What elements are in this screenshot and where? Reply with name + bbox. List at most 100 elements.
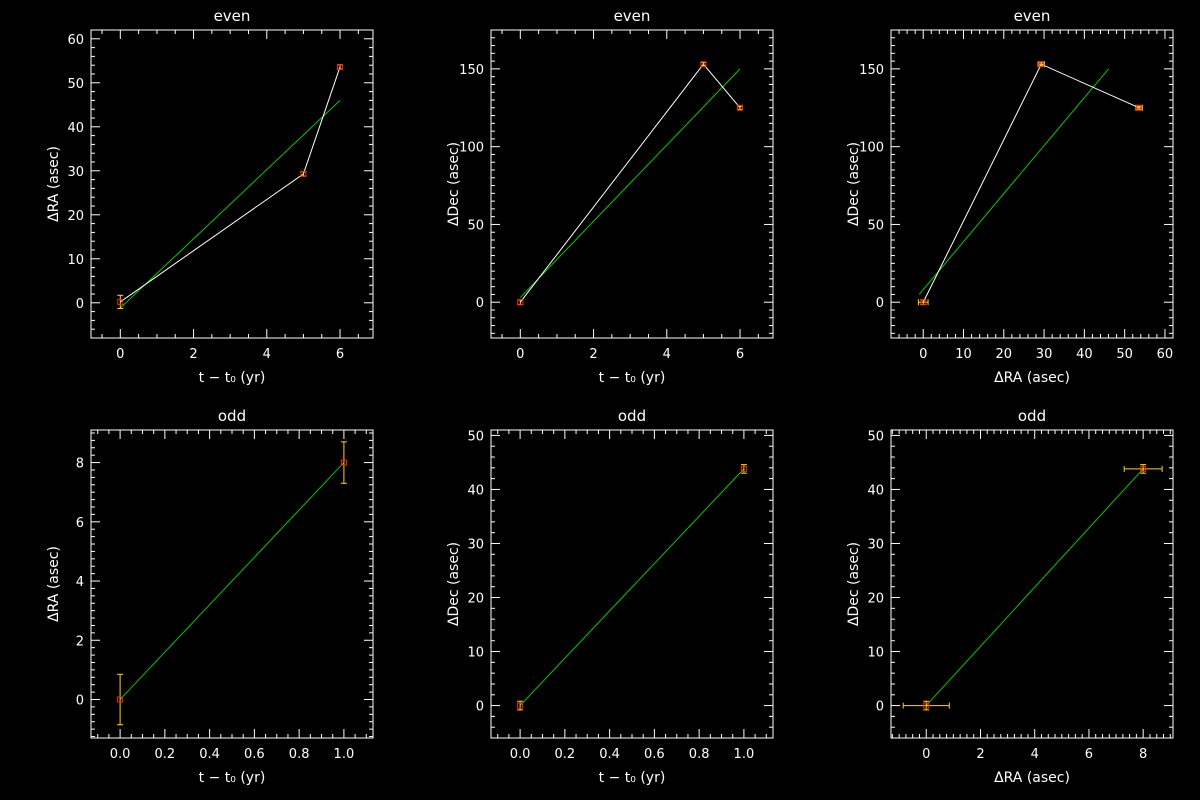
y-tick-label: 40 bbox=[467, 483, 484, 498]
chart-title: even bbox=[214, 7, 251, 25]
data-point bbox=[1136, 104, 1143, 111]
y-tick-label: 30 bbox=[67, 165, 84, 180]
x-tick-label: 6 bbox=[1085, 747, 1093, 762]
x-tick-label: 0.6 bbox=[644, 747, 665, 762]
data-line bbox=[922, 63, 1140, 303]
x-axis-label: t − t₀ (yr) bbox=[599, 370, 666, 386]
x-tick-label: 20 bbox=[996, 347, 1013, 362]
data-point bbox=[700, 61, 707, 68]
data-point bbox=[737, 104, 744, 111]
y-tick-label: 100 bbox=[859, 141, 884, 156]
fit-line bbox=[519, 68, 741, 298]
x-tick-label: 4 bbox=[663, 347, 671, 362]
chart-title: odd bbox=[218, 407, 246, 425]
y-tick-label: 100 bbox=[459, 141, 484, 156]
y-tick-label: 8 bbox=[76, 457, 84, 472]
x-tick-label: 50 bbox=[1116, 347, 1133, 362]
x-tick-label: 6 bbox=[336, 347, 344, 362]
x-tick-label: 0.8 bbox=[289, 747, 310, 762]
data-point bbox=[117, 696, 124, 703]
data-point bbox=[1140, 465, 1147, 472]
x-axis-label: ΔRA (asec) bbox=[994, 770, 1070, 786]
x-tick-label: 0.8 bbox=[689, 747, 710, 762]
data-point bbox=[340, 459, 347, 466]
y-axis-label: ΔDec (asec) bbox=[846, 142, 862, 226]
panel-2: 0 2 4 6 0 50 100 150 even t − t₀ (yr) ΔDec (asec) bbox=[446, 7, 774, 386]
x-tick-label: 40 bbox=[1076, 347, 1093, 362]
data-point bbox=[920, 299, 927, 306]
chart-title: even bbox=[614, 7, 651, 25]
plot-frame bbox=[890, 429, 1174, 739]
data-line bbox=[120, 66, 341, 303]
y-axis-label: ΔDec (asec) bbox=[446, 142, 462, 226]
x-axis-label: t − t₀ (yr) bbox=[199, 370, 266, 386]
y-tick-label: 6 bbox=[76, 516, 84, 531]
y-tick-label: 2 bbox=[76, 634, 84, 649]
y-tick-label: 50 bbox=[467, 218, 484, 233]
panel-3: 0 10 20 30 40 50 60 0 50 100 150 even ΔRA (asec) ΔDec… bbox=[846, 7, 1174, 386]
y-axis-label: ΔRA (asec) bbox=[46, 546, 62, 622]
y-tick-label: 40 bbox=[867, 483, 884, 498]
fit-line bbox=[519, 468, 745, 706]
plot-frame bbox=[90, 29, 374, 339]
x-tick-label: 1.0 bbox=[734, 747, 755, 762]
x-tick-label: 0.2 bbox=[155, 747, 176, 762]
x-tick-label: 0.4 bbox=[199, 747, 220, 762]
x-axis-label: ΔRA (asec) bbox=[994, 370, 1070, 386]
panel-6: 0 2 4 6 8 0 10 20 30 40 50 odd ΔRA (asec) ΔDec (asec) bbox=[846, 407, 1174, 786]
y-tick-label: 10 bbox=[467, 646, 484, 661]
data-point bbox=[300, 170, 307, 177]
data-point bbox=[117, 298, 124, 305]
y-tick-label: 4 bbox=[76, 575, 84, 590]
chart-title: even bbox=[1014, 7, 1051, 25]
y-tick-label: 50 bbox=[867, 429, 884, 444]
plot-frame bbox=[890, 29, 1174, 339]
x-tick-label: 0 bbox=[116, 347, 124, 362]
y-tick-label: 0 bbox=[876, 700, 884, 715]
x-tick-label: 0 bbox=[919, 347, 927, 362]
data-point bbox=[1038, 61, 1045, 68]
data-point bbox=[337, 63, 344, 70]
fit-line bbox=[918, 68, 1109, 295]
y-tick-label: 0 bbox=[476, 700, 484, 715]
y-tick-label: 20 bbox=[867, 592, 884, 607]
x-tick-label: 1.0 bbox=[334, 747, 355, 762]
x-axis-label: t − t₀ (yr) bbox=[599, 770, 666, 786]
data-point bbox=[740, 465, 747, 472]
x-tick-label: 8 bbox=[1139, 747, 1147, 762]
chart-title: odd bbox=[618, 407, 646, 425]
y-tick-label: 10 bbox=[67, 253, 84, 268]
y-axis-label: ΔDec (asec) bbox=[846, 542, 862, 626]
y-tick-label: 10 bbox=[867, 646, 884, 661]
y-tick-label: 0 bbox=[476, 296, 484, 311]
x-tick-label: 4 bbox=[1031, 747, 1039, 762]
x-axis-label: t − t₀ (yr) bbox=[199, 770, 266, 786]
panel-5: 0.0 0.2 0.4 0.6 0.8 1.0 0 10 20 30 40 50 odd t − t₀ (… bbox=[446, 407, 774, 786]
x-tick-label: 4 bbox=[263, 347, 271, 362]
y-tick-label: 40 bbox=[67, 121, 84, 136]
data-point bbox=[923, 702, 930, 709]
y-tick-label: 30 bbox=[867, 537, 884, 552]
chart-title: odd bbox=[1018, 407, 1046, 425]
fit-line bbox=[119, 100, 341, 309]
plot-frame bbox=[490, 29, 774, 339]
x-tick-label: 30 bbox=[1036, 347, 1053, 362]
panel-4: 0.0 0.2 0.4 0.6 0.8 1.0 0 2 4 6 8 odd t − t₀ (yr) ΔRA… bbox=[46, 407, 374, 786]
y-axis-label: ΔRA (asec) bbox=[46, 146, 62, 222]
y-axis-label: ΔDec (asec) bbox=[446, 542, 462, 626]
x-tick-label: 0.2 bbox=[555, 747, 576, 762]
y-tick-label: 20 bbox=[67, 209, 84, 224]
x-tick-label: 0.0 bbox=[510, 747, 531, 762]
data-point bbox=[517, 299, 524, 306]
fit-line bbox=[119, 462, 345, 700]
y-tick-label: 50 bbox=[67, 77, 84, 92]
fit-line bbox=[925, 468, 1144, 706]
y-tick-label: 50 bbox=[467, 429, 484, 444]
x-tick-label: 0 bbox=[922, 747, 930, 762]
y-tick-label: 50 bbox=[867, 218, 884, 233]
x-tick-label: 2 bbox=[189, 347, 197, 362]
y-tick-label: 20 bbox=[467, 592, 484, 607]
y-tick-label: 30 bbox=[467, 537, 484, 552]
